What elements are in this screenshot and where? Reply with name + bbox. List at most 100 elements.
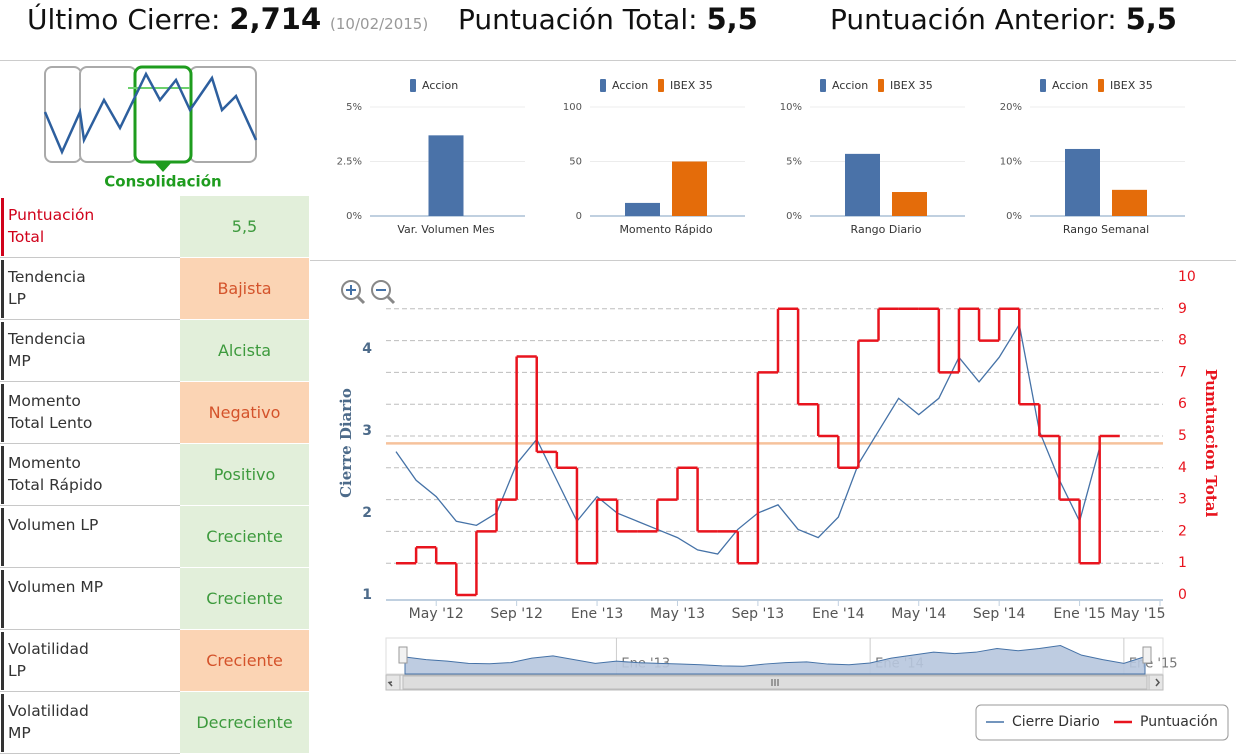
x-tick-label: Sep '13 [732,606,785,622]
x-tick-label: May '13 [650,606,705,622]
y-tick-label: 0% [786,211,802,222]
bar [672,161,707,216]
legend-label[interactable]: Puntuación [1140,714,1218,730]
header-label: Puntuación Anterior: [830,3,1117,36]
y2-tick-label: 7 [1178,364,1187,380]
y-tick-label: 4 [362,341,372,357]
indicator-label: Momento Total Rápido [8,454,103,494]
zoom-out[interactable] [371,280,396,305]
legend-label[interactable]: Cierre Diario [1012,714,1100,730]
category-label: Momento Rápido [619,223,712,236]
y-tick-label: 50 [569,157,582,168]
pattern-pointer [154,162,172,172]
bar [845,153,880,216]
legend-label: IBEX 35 [670,79,713,92]
category-label: Var. Volumen Mes [397,223,495,236]
y2-tick-label: 2 [1178,523,1187,539]
header-item: Puntuación Total: 5,5 [458,2,758,36]
y-tick-label: 20% [1000,102,1022,113]
bar [428,135,464,216]
legend-label: Accion [612,79,648,92]
indicator-label: Volatilidad MP [8,702,89,742]
y-tick-label: 100 [563,102,582,113]
indicator-label: Tendencia MP [8,330,86,370]
section-rule [310,260,1236,261]
indicator-label: Volumen LP [8,516,99,534]
row-border [0,443,180,444]
legend-swatch [1040,79,1046,92]
y2-tick-label: 3 [1178,492,1187,508]
indicator-row: Volatilidad MP Decreciente [0,692,310,754]
y-tick-label: 0% [346,211,362,222]
y2-tick-label: 9 [1178,301,1187,317]
indicator-row: Volumen LP Creciente [0,506,310,568]
header-date: (10/02/2015) [330,15,429,33]
y-tick-label: 2.5% [337,157,362,168]
bar [1065,148,1100,216]
header-value: 5,5 [1125,2,1177,36]
row-marker [1,508,4,566]
indicator-value: 5,5 [180,196,309,257]
y-tick-label: 5% [786,157,802,168]
x-tick-label: Ene '14 [812,606,865,622]
x-tick-label: Sep '12 [490,606,543,622]
row-border [0,691,180,692]
y-tick-label: 0 [576,211,582,222]
navigator-handle[interactable] [398,646,408,664]
row-border [0,257,180,258]
scrollbar-arrow [387,681,393,687]
indicator-value: Negativo [180,382,309,443]
y2-tick-label: 10 [1178,269,1196,285]
navigator-handle[interactable] [1142,646,1152,664]
y-tick-label: 1 [362,587,372,603]
indicator-row: Momento Total Lento Negativo [0,382,310,444]
header-rule [0,60,1236,61]
pattern-icon: Consolidación [43,65,258,191]
indicator-value: Positivo [180,444,309,505]
x-tick-label: May '12 [409,606,464,622]
y-tick-label: 10% [1000,157,1022,168]
indicator-label: Tendencia LP [8,268,86,308]
y2-tick-label: 8 [1178,333,1187,349]
row-marker [1,694,4,752]
y2-tick-label: 1 [1178,555,1187,571]
row-marker [1,384,4,442]
legend-label: IBEX 35 [1110,79,1153,92]
indicator-value: Creciente [180,568,309,629]
indicator-row: Volatilidad LP Creciente [0,630,310,692]
header-item: Último Cierre: 2,714 (10/02/2015) [27,2,428,36]
row-marker [1,260,4,318]
legend-swatch [878,79,884,92]
indicator-label: Puntuación Total [8,206,95,246]
bar [1112,189,1147,216]
y2-tick-label: 4 [1178,460,1187,476]
indicator-value: Decreciente [180,692,309,753]
scrollbar-button[interactable] [1148,674,1164,691]
legend-swatch [820,79,826,92]
pattern-label: Consolidación [104,173,221,191]
indicator-label: Momento Total Lento [8,392,93,432]
row-marker [1,198,4,256]
row-border [0,319,180,320]
pattern-line [43,71,258,156]
legend-label: Accion [832,79,868,92]
header-value: 2,714 [229,2,322,36]
indicator-value: Creciente [180,506,309,567]
legend-swatch [658,79,664,92]
indicator-value: Creciente [180,630,309,691]
x-tick-label: Ene '15 [1053,606,1105,622]
legend-swatch [600,79,606,92]
series-line [395,322,1101,555]
y-tick-label: 2 [362,505,372,521]
row-marker [1,322,4,380]
y-axis-title: Cierre Diario [337,388,355,498]
row-marker [1,446,4,504]
indicator-value: Bajista [180,258,309,319]
y2-tick-label: 0 [1178,587,1187,603]
indicator-value: Alcista [180,320,309,381]
zoom-in[interactable] [341,280,366,305]
row-border [0,505,180,506]
scrollbar-button[interactable] [385,674,401,691]
